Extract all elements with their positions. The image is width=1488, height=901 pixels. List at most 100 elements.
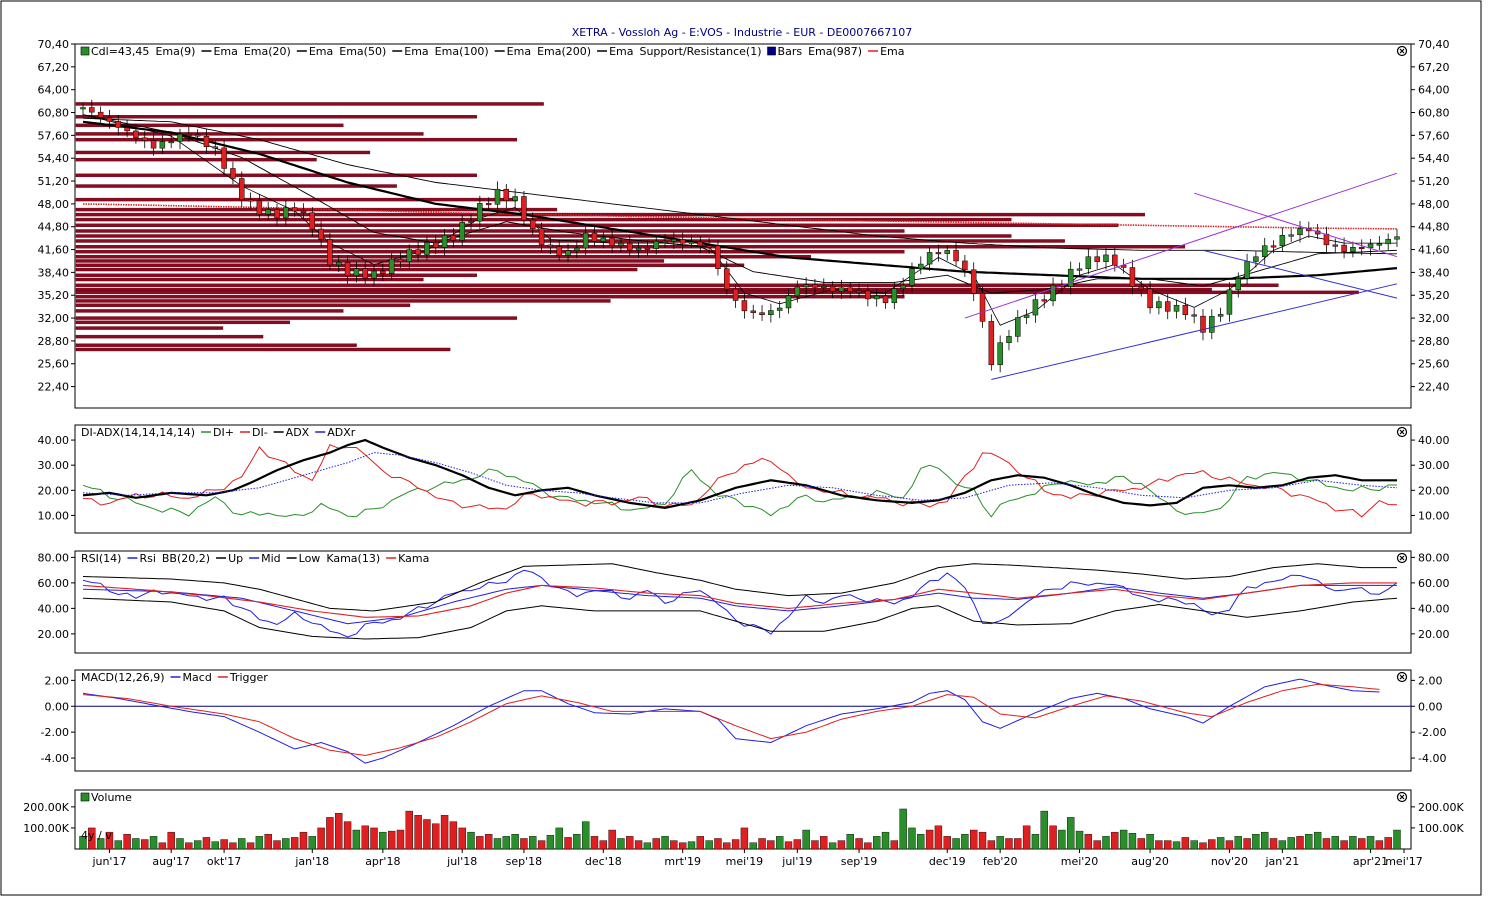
y-tick-label-left: 57,60 <box>38 129 70 142</box>
trendline-blue <box>1202 249 1398 299</box>
sr-bar <box>75 254 811 259</box>
volume-bar <box>370 827 378 850</box>
y-tick-label-right: 2.00 <box>1418 674 1443 687</box>
ema-200-line <box>82 117 1397 255</box>
volume-bar <box>1287 837 1295 850</box>
volume-bar <box>1040 810 1048 850</box>
volume-bar <box>969 829 978 850</box>
volume-bar <box>220 839 228 850</box>
volume-bar <box>784 841 793 850</box>
y-tick-label-right: 100.00K <box>1418 822 1464 835</box>
volume-bar <box>917 834 925 850</box>
candle-down <box>344 262 351 276</box>
legend-entry: Ema <box>609 45 633 58</box>
x-axis: jun'17 aug'17 okt'17 jan'18 apr'18 jul'18 sep'… <box>91 849 1423 868</box>
candle-down <box>547 244 554 248</box>
volume-bar <box>864 842 872 850</box>
panel-close-icon[interactable] <box>1396 45 1408 57</box>
panel-macd: 2.00 2.00 0.00 0.00 -2.00 -2.00 -4.00 -4.00 MACD… <box>41 669 1446 772</box>
volume-bar <box>264 834 272 850</box>
candle-down <box>724 268 730 290</box>
candle-down <box>759 312 765 316</box>
candle-up <box>794 286 801 297</box>
volume-bar <box>335 812 343 850</box>
x-tick-label: apr'18 <box>365 855 400 868</box>
y-tick-label-left: 20.00 <box>38 628 70 641</box>
x-tick-label: sep'19 <box>841 855 878 868</box>
candle-up <box>1235 278 1242 291</box>
volume-bar <box>802 829 810 850</box>
panel-close-icon[interactable] <box>1396 426 1408 438</box>
legend-volume: Volume <box>80 791 132 804</box>
candle-down <box>141 137 148 141</box>
candle-down <box>1147 288 1153 309</box>
y-tick-label-right: 22,40 <box>1418 381 1450 394</box>
candle-up <box>768 310 774 316</box>
volume-bar <box>1058 829 1066 850</box>
candle-up <box>565 250 571 256</box>
panel-close-icon[interactable] <box>1396 671 1408 683</box>
legend-entry: Volume <box>91 791 132 804</box>
volume-bar <box>1313 831 1322 850</box>
candle-up <box>388 258 395 274</box>
volume-bar <box>555 827 563 850</box>
candle-down <box>1094 256 1100 262</box>
volume-corner-label: 4y / v <box>81 829 112 842</box>
volume-bar <box>1119 829 1128 850</box>
candle-down <box>706 245 712 248</box>
candle-down <box>1270 245 1277 248</box>
x-tick-label: feb'20 <box>983 855 1018 868</box>
x-tick-label: jun'17 <box>91 855 126 868</box>
panel-frame <box>74 550 1412 654</box>
y-tick-label-right: 10.00 <box>1418 509 1450 522</box>
y-tick-label-left: 35,20 <box>38 289 70 302</box>
y-tick-label-left: 70,40 <box>38 38 70 51</box>
volume-bar <box>511 834 519 850</box>
y-tick-label-left: 25,60 <box>38 358 70 371</box>
candle-up <box>653 241 659 249</box>
y-tick-label-right: 25,60 <box>1418 358 1450 371</box>
panel-close-icon[interactable] <box>1396 552 1408 564</box>
x-tick-label: mei'20 <box>1061 855 1099 868</box>
candle-up <box>873 295 880 300</box>
volume-bar <box>176 838 184 850</box>
volume-bar <box>1031 834 1040 850</box>
candle-down <box>1200 315 1206 333</box>
volume-bar <box>440 815 449 850</box>
y-tick-label-right: 38,40 <box>1418 266 1450 279</box>
volume-bar <box>476 836 484 850</box>
candle-down <box>741 300 748 312</box>
candle-down <box>115 121 122 128</box>
series-macd <box>82 678 1380 764</box>
candle-up <box>838 287 845 292</box>
candle-down <box>1129 267 1136 287</box>
sr-bar <box>75 123 344 128</box>
x-tick-label: aug'17 <box>152 855 190 868</box>
volume-bar <box>731 839 740 850</box>
volume-bar <box>1340 840 1348 850</box>
candle-down <box>970 269 977 294</box>
panel-close-icon[interactable] <box>1396 791 1408 803</box>
volume-bar <box>1155 840 1163 850</box>
y-tick-label-left: 2.00 <box>45 674 70 687</box>
volume-bar <box>79 836 87 850</box>
legend-entry: Cdl=43,45 <box>91 45 149 58</box>
candle-up <box>1085 256 1092 270</box>
volume-bar <box>273 840 281 850</box>
volume-bar <box>1393 829 1401 850</box>
volume-bar <box>1375 840 1384 850</box>
volume-bar <box>449 821 458 850</box>
legend-entry: Rsi <box>139 552 155 565</box>
candle-down <box>1164 301 1171 312</box>
sr-bar <box>75 294 905 299</box>
volume-bar <box>246 842 255 850</box>
candle-down <box>485 203 492 206</box>
candle-down <box>591 232 598 242</box>
candle-up <box>671 239 677 242</box>
candle-up <box>335 262 342 266</box>
candle-up <box>1226 289 1233 315</box>
candle-down <box>221 147 227 169</box>
volume-bar <box>987 840 996 850</box>
series-adxr <box>82 452 1398 504</box>
y-tick-label-left: 60.00 <box>38 577 70 590</box>
